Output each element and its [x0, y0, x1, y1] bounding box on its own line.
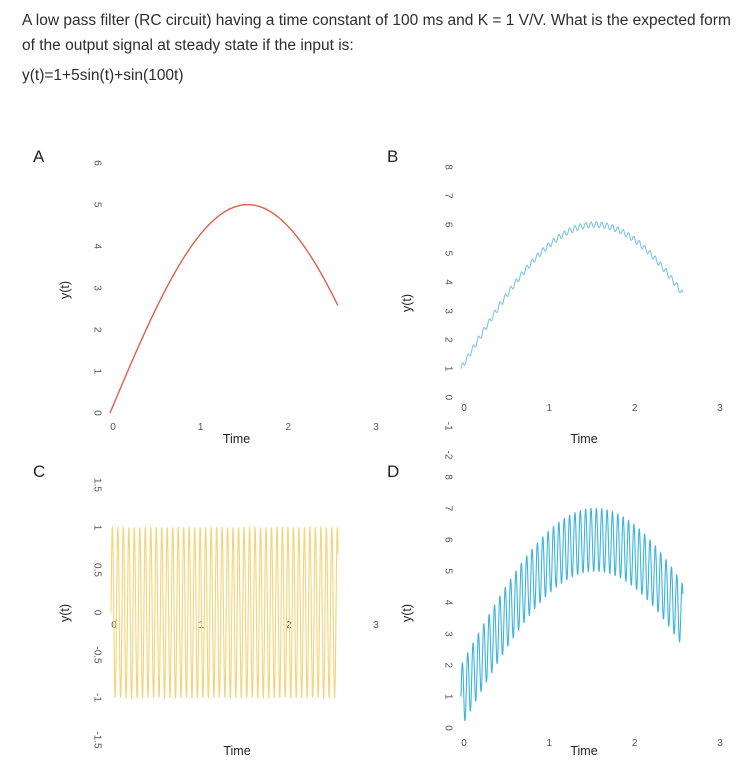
- y-axis-label: y(t): [58, 281, 72, 299]
- y-tick-label: 1.5: [91, 478, 102, 492]
- y-tick-label: 1: [91, 525, 102, 531]
- y-tick-label: 3: [91, 285, 102, 291]
- y-tick-label: 6: [442, 222, 453, 228]
- y-tick-label: 1: [442, 694, 453, 700]
- option-a-chart: 0 1 2 3 4 5 6 0 1 2 3 Time y(t): [58, 160, 379, 446]
- y-tick-label: 0: [442, 395, 453, 401]
- y-tick-label: -0.5: [91, 646, 102, 664]
- x-tick-label: 1: [198, 422, 204, 433]
- x-tick-label: 0: [461, 403, 467, 414]
- y-axis-label: y(t): [58, 604, 72, 622]
- y-tick-label: 2: [442, 662, 453, 668]
- series-line: [460, 221, 684, 369]
- option-c-letter[interactable]: C: [33, 462, 46, 481]
- y-tick-label: -1: [442, 422, 453, 431]
- y-tick-label: 3: [442, 631, 453, 637]
- y-tick-label: 0: [91, 610, 102, 616]
- y-tick-label: 0.5: [91, 563, 102, 577]
- x-tick-label: 3: [717, 738, 723, 749]
- y-tick-label: -1: [91, 693, 102, 702]
- y-axis-label: y(t): [400, 604, 414, 622]
- x-axis-label: Time: [223, 432, 250, 446]
- x-axis-label: Time: [570, 432, 597, 446]
- series-line: [110, 525, 339, 700]
- x-tick-label: 2: [632, 403, 638, 414]
- series-line: [460, 507, 684, 722]
- option-d-chart: 0 1 2 3 4 5 6 7 8 0 1 2 3 Time y(t): [400, 474, 723, 758]
- y-tick-label: 8: [442, 474, 453, 480]
- y-tick-label: 6: [442, 537, 453, 543]
- y-tick-label: 7: [442, 193, 453, 199]
- y-tick-label: 4: [442, 600, 453, 606]
- y-tick-label: 5: [442, 568, 453, 574]
- y-tick-label: 2: [91, 327, 102, 333]
- x-tick-label: 0: [110, 422, 116, 433]
- question-text: A low pass filter (RC circuit) having a …: [22, 12, 731, 54]
- y-tick-label: -1.5: [91, 731, 102, 749]
- x-tick-label: 1: [547, 403, 553, 414]
- y-tick-label: 5: [91, 202, 102, 208]
- y-tick-label: 1: [91, 369, 102, 375]
- option-d-letter[interactable]: D: [387, 462, 400, 481]
- y-tick-label: 8: [442, 164, 453, 170]
- y-axis-label: y(t): [400, 294, 414, 312]
- x-tick-label: 2: [286, 422, 292, 433]
- x-tick-label: 0: [461, 738, 467, 749]
- x-tick-label: 3: [717, 403, 723, 414]
- y-tick-label: 2: [442, 337, 453, 343]
- y-tick-label: 5: [442, 251, 453, 257]
- option-a-letter[interactable]: A: [33, 147, 45, 166]
- x-axis-label: Time: [570, 744, 597, 758]
- x-tick-label: 3: [373, 620, 379, 631]
- input-equation: y(t)=1+5sin(t)+sin(100t): [22, 67, 184, 84]
- series-line: [109, 203, 339, 414]
- y-tick-label: 0: [91, 410, 102, 416]
- option-b-letter[interactable]: B: [387, 147, 399, 166]
- y-tick-label: 4: [91, 244, 102, 250]
- x-tick-label: 2: [632, 738, 638, 749]
- y-tick-label: 3: [442, 308, 453, 314]
- y-tick-label: -2: [442, 451, 453, 460]
- y-tick-label: 7: [442, 506, 453, 512]
- option-b-chart: -2 -1 0 1 2 3 4 5 6 7 8 0 1 2 3 Time y(t): [400, 164, 723, 460]
- y-tick-label: 1: [442, 366, 453, 372]
- x-tick-label: 3: [373, 422, 379, 433]
- y-tick-label: 0: [442, 725, 453, 731]
- x-tick-label: 2: [286, 620, 292, 631]
- y-tick-label: 6: [91, 160, 102, 166]
- x-tick-label: 1: [547, 738, 553, 749]
- y-tick-label: 4: [442, 279, 453, 285]
- x-axis-label: Time: [223, 744, 250, 758]
